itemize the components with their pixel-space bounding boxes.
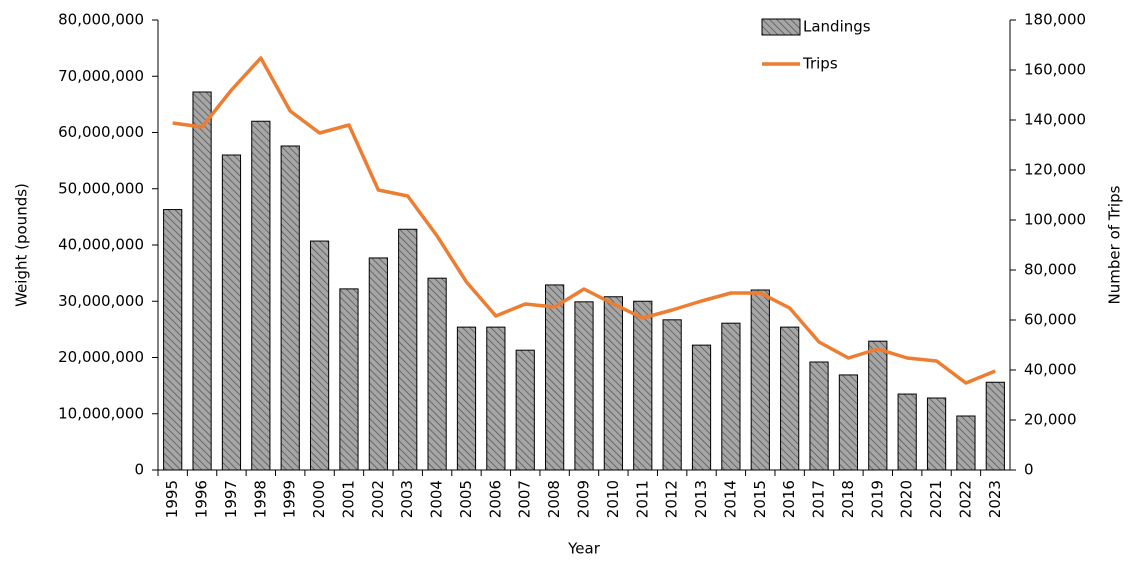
- legend-label: Trips: [802, 55, 838, 73]
- y2-tick-label: 180,000: [1024, 11, 1086, 29]
- x-tick-label: 1995: [163, 480, 181, 518]
- bar: [956, 415, 976, 471]
- x-tick-label: 2010: [604, 480, 622, 518]
- y2-tick-label: 120,000: [1024, 161, 1086, 179]
- bar: [868, 340, 888, 471]
- x-tick-label: 2009: [575, 480, 593, 518]
- bar: [251, 120, 271, 471]
- x-tick-label: 2017: [810, 480, 828, 518]
- bar: [574, 301, 594, 471]
- x-tick-label: 2005: [457, 480, 475, 518]
- y2-tick-label: 80,000: [1024, 261, 1077, 279]
- bar: [339, 288, 359, 471]
- y-tick-label: 20,000,000: [58, 348, 144, 366]
- y-tick-label: 80,000,000: [58, 11, 144, 29]
- x-tick-label: 2020: [898, 480, 916, 518]
- y-tick-label: 10,000,000: [58, 404, 144, 422]
- bar: [780, 326, 800, 471]
- x-tick-label: 2021: [927, 480, 945, 518]
- bar: [809, 361, 829, 471]
- y-tick-label: 40,000,000: [58, 236, 144, 254]
- x-tick-label: 2012: [663, 480, 681, 518]
- y-tick-label: 50,000,000: [58, 179, 144, 197]
- x-tick-label: 2015: [751, 480, 769, 518]
- bar: [926, 397, 947, 471]
- x-tick-label: 2013: [692, 480, 710, 518]
- bar: [603, 296, 623, 471]
- x-tick-label: 2004: [428, 480, 446, 518]
- legend-label: Landings: [803, 18, 871, 36]
- bar: [662, 319, 682, 471]
- x-tick-label: 2014: [721, 480, 739, 518]
- x-tick-label: 1998: [251, 480, 269, 518]
- bar: [515, 349, 535, 471]
- bar: [309, 240, 330, 471]
- x-tick-label: 2003: [398, 480, 416, 518]
- x-tick-label: 2008: [545, 480, 563, 518]
- y2-tick-label: 20,000: [1024, 411, 1077, 429]
- x-tick-label: 1996: [193, 480, 211, 518]
- y-tick-label: 0: [134, 461, 144, 479]
- y-tick-label: 70,000,000: [58, 67, 144, 85]
- y2-tick-label: 0: [1024, 461, 1034, 479]
- bar: [368, 257, 388, 471]
- bar: [163, 209, 183, 471]
- x-tick-label: 2002: [369, 480, 387, 518]
- trips-line: [172, 56, 996, 385]
- x-tick-label: 2001: [339, 480, 357, 518]
- x-tick-label: 2011: [633, 480, 651, 518]
- bar: [486, 326, 506, 471]
- bar: [456, 326, 477, 471]
- y2-tick-label: 160,000: [1024, 61, 1086, 79]
- bar: [545, 284, 565, 471]
- x-tick-label: 1997: [222, 480, 240, 518]
- y2-tick-label: 40,000: [1024, 361, 1077, 379]
- y-tick-label: 30,000,000: [58, 292, 144, 310]
- x-tick-label: 2016: [780, 480, 798, 518]
- bar: [221, 154, 242, 471]
- bar: [691, 344, 712, 471]
- bar: [280, 145, 300, 471]
- x-tick-label: 2000: [310, 480, 328, 518]
- bar: [897, 393, 917, 471]
- bar: [750, 289, 770, 471]
- x-tick-label: 2022: [956, 480, 974, 518]
- x-axis-title: Year: [567, 540, 601, 558]
- legend-swatch: [761, 18, 801, 36]
- bar: [398, 228, 418, 471]
- y-tick-label: 60,000,000: [58, 123, 144, 141]
- x-tick-label: 2018: [839, 480, 857, 518]
- x-tick-label: 2007: [516, 480, 534, 518]
- bar: [427, 277, 447, 471]
- bar: [633, 300, 653, 471]
- y2-axis-title: Number of Trips: [1106, 185, 1124, 304]
- y2-tick-label: 60,000: [1024, 311, 1077, 329]
- x-tick-label: 2006: [486, 480, 504, 518]
- y2-tick-label: 140,000: [1024, 111, 1086, 129]
- y2-tick-label: 100,000: [1024, 211, 1086, 229]
- y-axis-title: Weight (pounds): [13, 183, 31, 307]
- bar: [192, 91, 212, 471]
- x-tick-label: 2019: [868, 480, 886, 518]
- bar: [985, 381, 1005, 471]
- x-tick-label: 1999: [281, 480, 299, 518]
- x-tick-label: 2023: [986, 480, 1004, 518]
- bar: [838, 374, 859, 471]
- bar: [721, 322, 741, 471]
